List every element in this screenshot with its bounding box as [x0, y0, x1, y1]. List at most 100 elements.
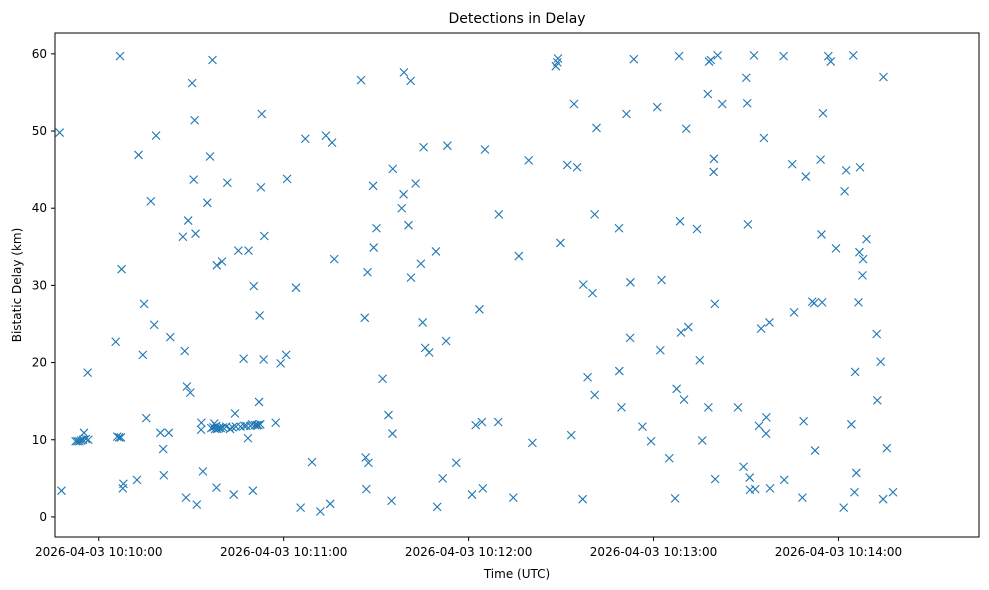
data-point	[858, 254, 868, 264]
data-point	[552, 57, 562, 67]
data-point	[872, 329, 882, 339]
data-point	[197, 418, 206, 428]
data-point	[181, 493, 191, 503]
data-point	[692, 224, 702, 234]
data-point	[431, 247, 441, 256]
data-point	[706, 55, 716, 65]
y-tick-label: 50	[32, 124, 47, 138]
data-point	[787, 159, 797, 169]
data-point	[717, 99, 727, 109]
data-point	[256, 182, 266, 192]
data-point	[761, 412, 771, 422]
data-point	[399, 67, 409, 77]
data-point	[681, 124, 691, 134]
data-point	[709, 167, 719, 177]
data-point	[840, 186, 850, 196]
data-point	[494, 209, 504, 219]
data-point	[789, 308, 799, 317]
data-point	[441, 336, 451, 346]
data-point	[855, 162, 865, 172]
data-point	[178, 232, 188, 242]
data-point	[114, 433, 124, 442]
data-point	[882, 443, 892, 453]
data-point	[327, 138, 337, 147]
data-point	[216, 423, 226, 433]
data-point	[638, 422, 647, 432]
data-point	[761, 429, 771, 438]
data-point	[254, 397, 264, 407]
data-point	[368, 181, 378, 191]
data-point	[230, 409, 240, 418]
x-tick-label: 2026-04-03 10:14:00	[775, 545, 902, 559]
data-point	[848, 50, 858, 60]
data-point	[858, 270, 867, 280]
data-point	[76, 436, 86, 445]
data-point	[697, 436, 707, 445]
data-point	[759, 133, 769, 143]
data-point	[670, 494, 680, 503]
data-point	[233, 246, 243, 256]
data-point	[664, 453, 674, 463]
data-point	[222, 178, 232, 188]
data-point	[816, 155, 825, 164]
data-point	[191, 229, 200, 239]
x-tick-label: 2026-04-03 10:13:00	[590, 545, 717, 559]
data-point	[217, 257, 227, 266]
data-point	[438, 473, 448, 483]
data-point	[387, 496, 396, 506]
data-point	[132, 475, 142, 485]
y-axis: 0 10 20 30 40 50 60	[32, 47, 55, 524]
data-point	[205, 152, 215, 161]
data-point	[81, 434, 91, 444]
data-point	[855, 247, 864, 257]
data-point	[139, 299, 149, 309]
data-point	[229, 490, 239, 499]
data-point	[315, 507, 325, 516]
data-point	[325, 499, 335, 509]
data-point	[185, 388, 195, 398]
data-point	[363, 267, 372, 277]
data-point	[801, 172, 811, 181]
data-point	[779, 475, 789, 485]
data-point	[704, 402, 713, 412]
data-point	[119, 479, 128, 489]
data-point	[703, 89, 713, 99]
data-point	[556, 238, 565, 248]
data-point	[655, 345, 665, 355]
data-points	[55, 50, 898, 516]
data-point	[259, 231, 269, 241]
data-point	[810, 446, 820, 455]
x-tick-label: 2026-04-03 10:10:00	[35, 545, 162, 559]
data-point	[683, 322, 693, 332]
data-point	[239, 421, 249, 431]
chart-title: Detections in Delay	[448, 11, 585, 27]
data-point	[192, 500, 202, 509]
data-point	[259, 355, 269, 364]
data-point	[854, 297, 863, 307]
data-point	[817, 230, 826, 239]
data-point	[183, 216, 193, 225]
data-point	[578, 494, 588, 504]
data-point	[300, 134, 310, 144]
data-point	[588, 288, 597, 298]
data-point	[590, 209, 600, 219]
data-point	[252, 420, 262, 430]
data-point	[750, 484, 760, 494]
data-point	[524, 155, 534, 165]
data-point	[239, 354, 249, 364]
data-point	[749, 50, 759, 60]
data-point	[493, 417, 503, 427]
data-point	[419, 142, 429, 152]
data-point	[111, 337, 121, 347]
data-point	[249, 281, 259, 291]
data-point	[117, 264, 126, 274]
y-tick-label: 40	[32, 201, 47, 215]
data-point	[742, 98, 752, 108]
data-point	[851, 468, 861, 478]
data-point	[424, 348, 434, 357]
data-point	[709, 154, 719, 164]
data-point	[225, 424, 235, 434]
data-point	[672, 384, 682, 394]
data-point	[361, 484, 371, 494]
data-point	[291, 283, 301, 293]
